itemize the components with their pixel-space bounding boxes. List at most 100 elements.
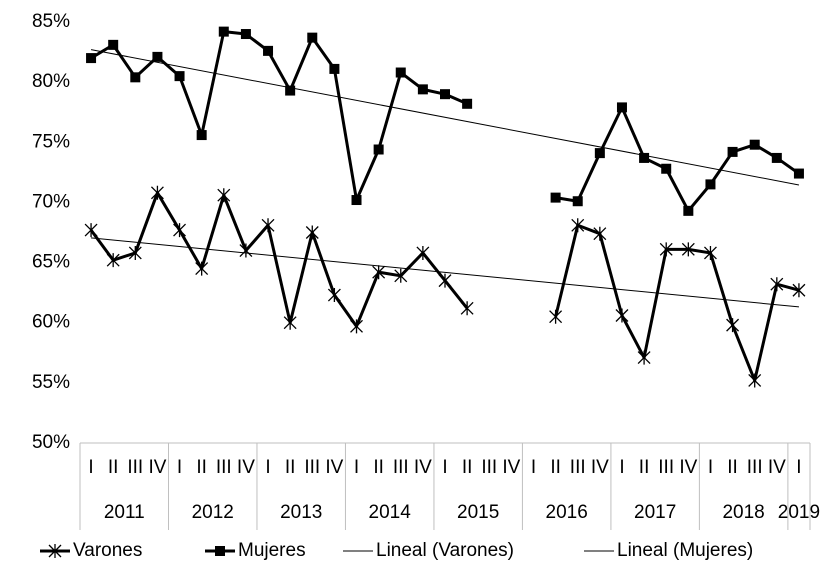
x-tick-label: IV [325,457,343,478]
x-tick-label: I [442,457,447,478]
x-group-label: 2016 [546,502,588,523]
x-tick-label: I [531,457,536,478]
legend-marker [48,544,62,558]
x-tick-label: II [285,457,296,478]
legend-label: Lineal (Varones) [376,540,514,561]
x-tick-label: III [304,457,320,478]
x-group-label: 2017 [634,502,676,523]
marker [351,195,362,206]
marker [749,139,760,150]
marker [327,288,341,303]
legend-label: Mujeres [238,540,306,561]
marker [108,39,119,50]
y-tick-label: 60% [32,312,70,333]
x-tick-label: II [373,457,384,478]
marker [196,130,207,141]
marker [438,273,452,288]
marker [681,242,695,257]
trend-line [90,49,800,186]
marker [86,53,97,64]
marker [417,84,428,95]
marker [84,223,98,238]
x-tick-label: II [462,457,473,478]
marker [615,308,629,323]
x-group-label: 2012 [192,502,234,523]
marker [572,196,583,207]
marker [661,163,672,174]
marker [128,245,142,260]
x-tick-label: I [354,457,359,478]
marker [549,309,563,324]
x-group-label: 2011 [104,502,145,523]
x-group-label: 2014 [369,502,412,523]
marker [261,218,275,233]
marker [637,350,651,365]
marker [305,225,319,240]
marker [195,261,209,276]
marker [239,243,253,258]
marker [770,277,784,292]
marker [616,102,627,113]
marker [639,152,650,163]
x-group-label: 2013 [280,502,322,523]
y-tick-label: 75% [32,131,70,152]
x-tick-label: IV [591,457,609,478]
marker [703,245,717,260]
x-tick-label: III [393,457,409,478]
marker [173,223,187,238]
marker [240,29,251,40]
marker [771,152,782,163]
marker [550,192,561,203]
marker [792,283,806,298]
x-tick-label: I [796,457,801,478]
marker [350,319,363,334]
marker [285,85,296,96]
trend-line [91,237,799,308]
x-tick-label: I [88,457,93,478]
marker [217,188,231,203]
x-tick-label: IV [502,457,520,478]
marker [726,318,740,333]
x-group-label: 2015 [457,502,499,523]
marker [106,253,120,268]
x-tick-label: II [727,457,738,478]
marker [705,179,716,190]
marker [150,185,164,200]
x-tick-label: IV [237,457,255,478]
y-tick-label: 80% [32,71,70,92]
marker [462,98,473,109]
x-group-label: 2018 [722,502,764,523]
marker [727,146,738,157]
marker [394,268,408,283]
legend-label: Lineal (Mujeres) [617,540,753,561]
x-tick-label: I [708,457,713,478]
y-tick-label: 65% [32,252,70,273]
x-tick-label: IV [414,457,432,478]
marker [460,301,474,316]
series-line [90,30,800,213]
x-tick-label: I [177,457,182,478]
y-tick-label: 70% [32,191,70,212]
x-tick-label: III [658,457,674,478]
x-group-label: 2019 [778,502,820,523]
y-tick-label: 50% [32,432,70,453]
x-tick-label: IV [148,457,166,478]
y-tick-label: 55% [32,372,70,393]
marker [748,373,762,388]
x-tick-label: III [216,457,232,478]
x-tick-label: II [196,457,207,478]
marker [218,26,229,37]
marker [440,89,450,100]
legend-marker [215,546,225,556]
x-tick-label: I [265,457,270,478]
marker [372,265,386,280]
legend-label: Varones [73,540,142,561]
marker [329,63,340,74]
marker [152,51,163,62]
x-tick-label: I [619,457,624,478]
marker [416,245,430,260]
y-tick-label: 85% [32,11,70,32]
x-tick-label: IV [768,457,786,478]
